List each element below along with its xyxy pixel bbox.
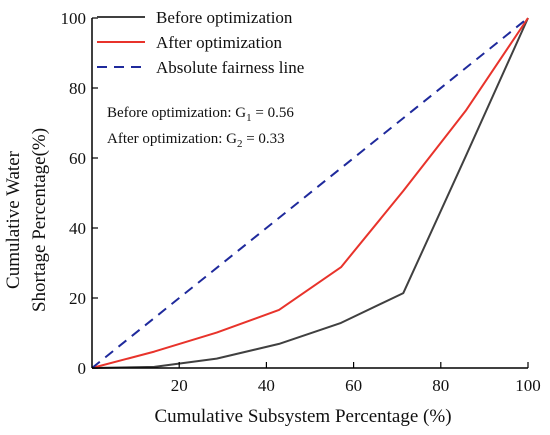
legend-label-2: After optimization <box>156 33 283 52</box>
x-axis-title: Cumulative Subsystem Percentage (%) <box>154 406 451 427</box>
annotation-before-sub: 1 <box>246 112 252 124</box>
annotation-after-suffix: = 0.33 <box>242 131 284 147</box>
annotation-after-sub: 2 <box>237 138 243 150</box>
x-tick-label-40: 40 <box>258 376 275 395</box>
x-tick-label-100: 100 <box>515 376 541 395</box>
annotation-before-suffix: = 0.56 <box>252 105 295 121</box>
series-line-1 <box>91 17 529 369</box>
annotation-before: Before optimization: G1 = 0.56 <box>107 105 294 124</box>
x-tick-label-60: 60 <box>345 376 362 395</box>
y-axis-title-line-2: Shortage Percentage(%) <box>29 128 50 312</box>
legend-label-3: Absolute fairness line <box>156 58 304 77</box>
y-tick-label-60: 60 <box>69 149 86 168</box>
series-line-2 <box>91 17 529 369</box>
annotation-before-prefix: Before optimization: G <box>107 105 246 121</box>
x-tick-label-20: 20 <box>171 376 188 395</box>
series-line-3 <box>91 17 529 369</box>
gini-annotations: Before optimization: G1 = 0.56 After opt… <box>107 105 294 150</box>
series-lines <box>91 17 529 369</box>
y-tick-label-100: 100 <box>61 9 87 28</box>
legend-label-1: Before optimization <box>156 8 293 27</box>
annotation-after-prefix: After optimization: G <box>107 131 237 147</box>
y-axis-title-line-1: Cumulative Water <box>3 150 24 289</box>
y-tick-label-80: 80 <box>69 79 86 98</box>
y-tick-label-20: 20 <box>69 289 86 308</box>
annotation-after: After optimization: G2 = 0.33 <box>107 131 285 150</box>
y-tick-label-0: 0 <box>78 359 87 378</box>
axes <box>91 17 529 369</box>
legend: Before optimization After optimization Abs… <box>97 8 304 77</box>
x-tick-label-80: 80 <box>432 376 449 395</box>
tick-labels: 0 20 40 60 80 100 20 40 60 80 100 <box>61 9 541 395</box>
y-tick-label-40: 40 <box>69 219 86 238</box>
